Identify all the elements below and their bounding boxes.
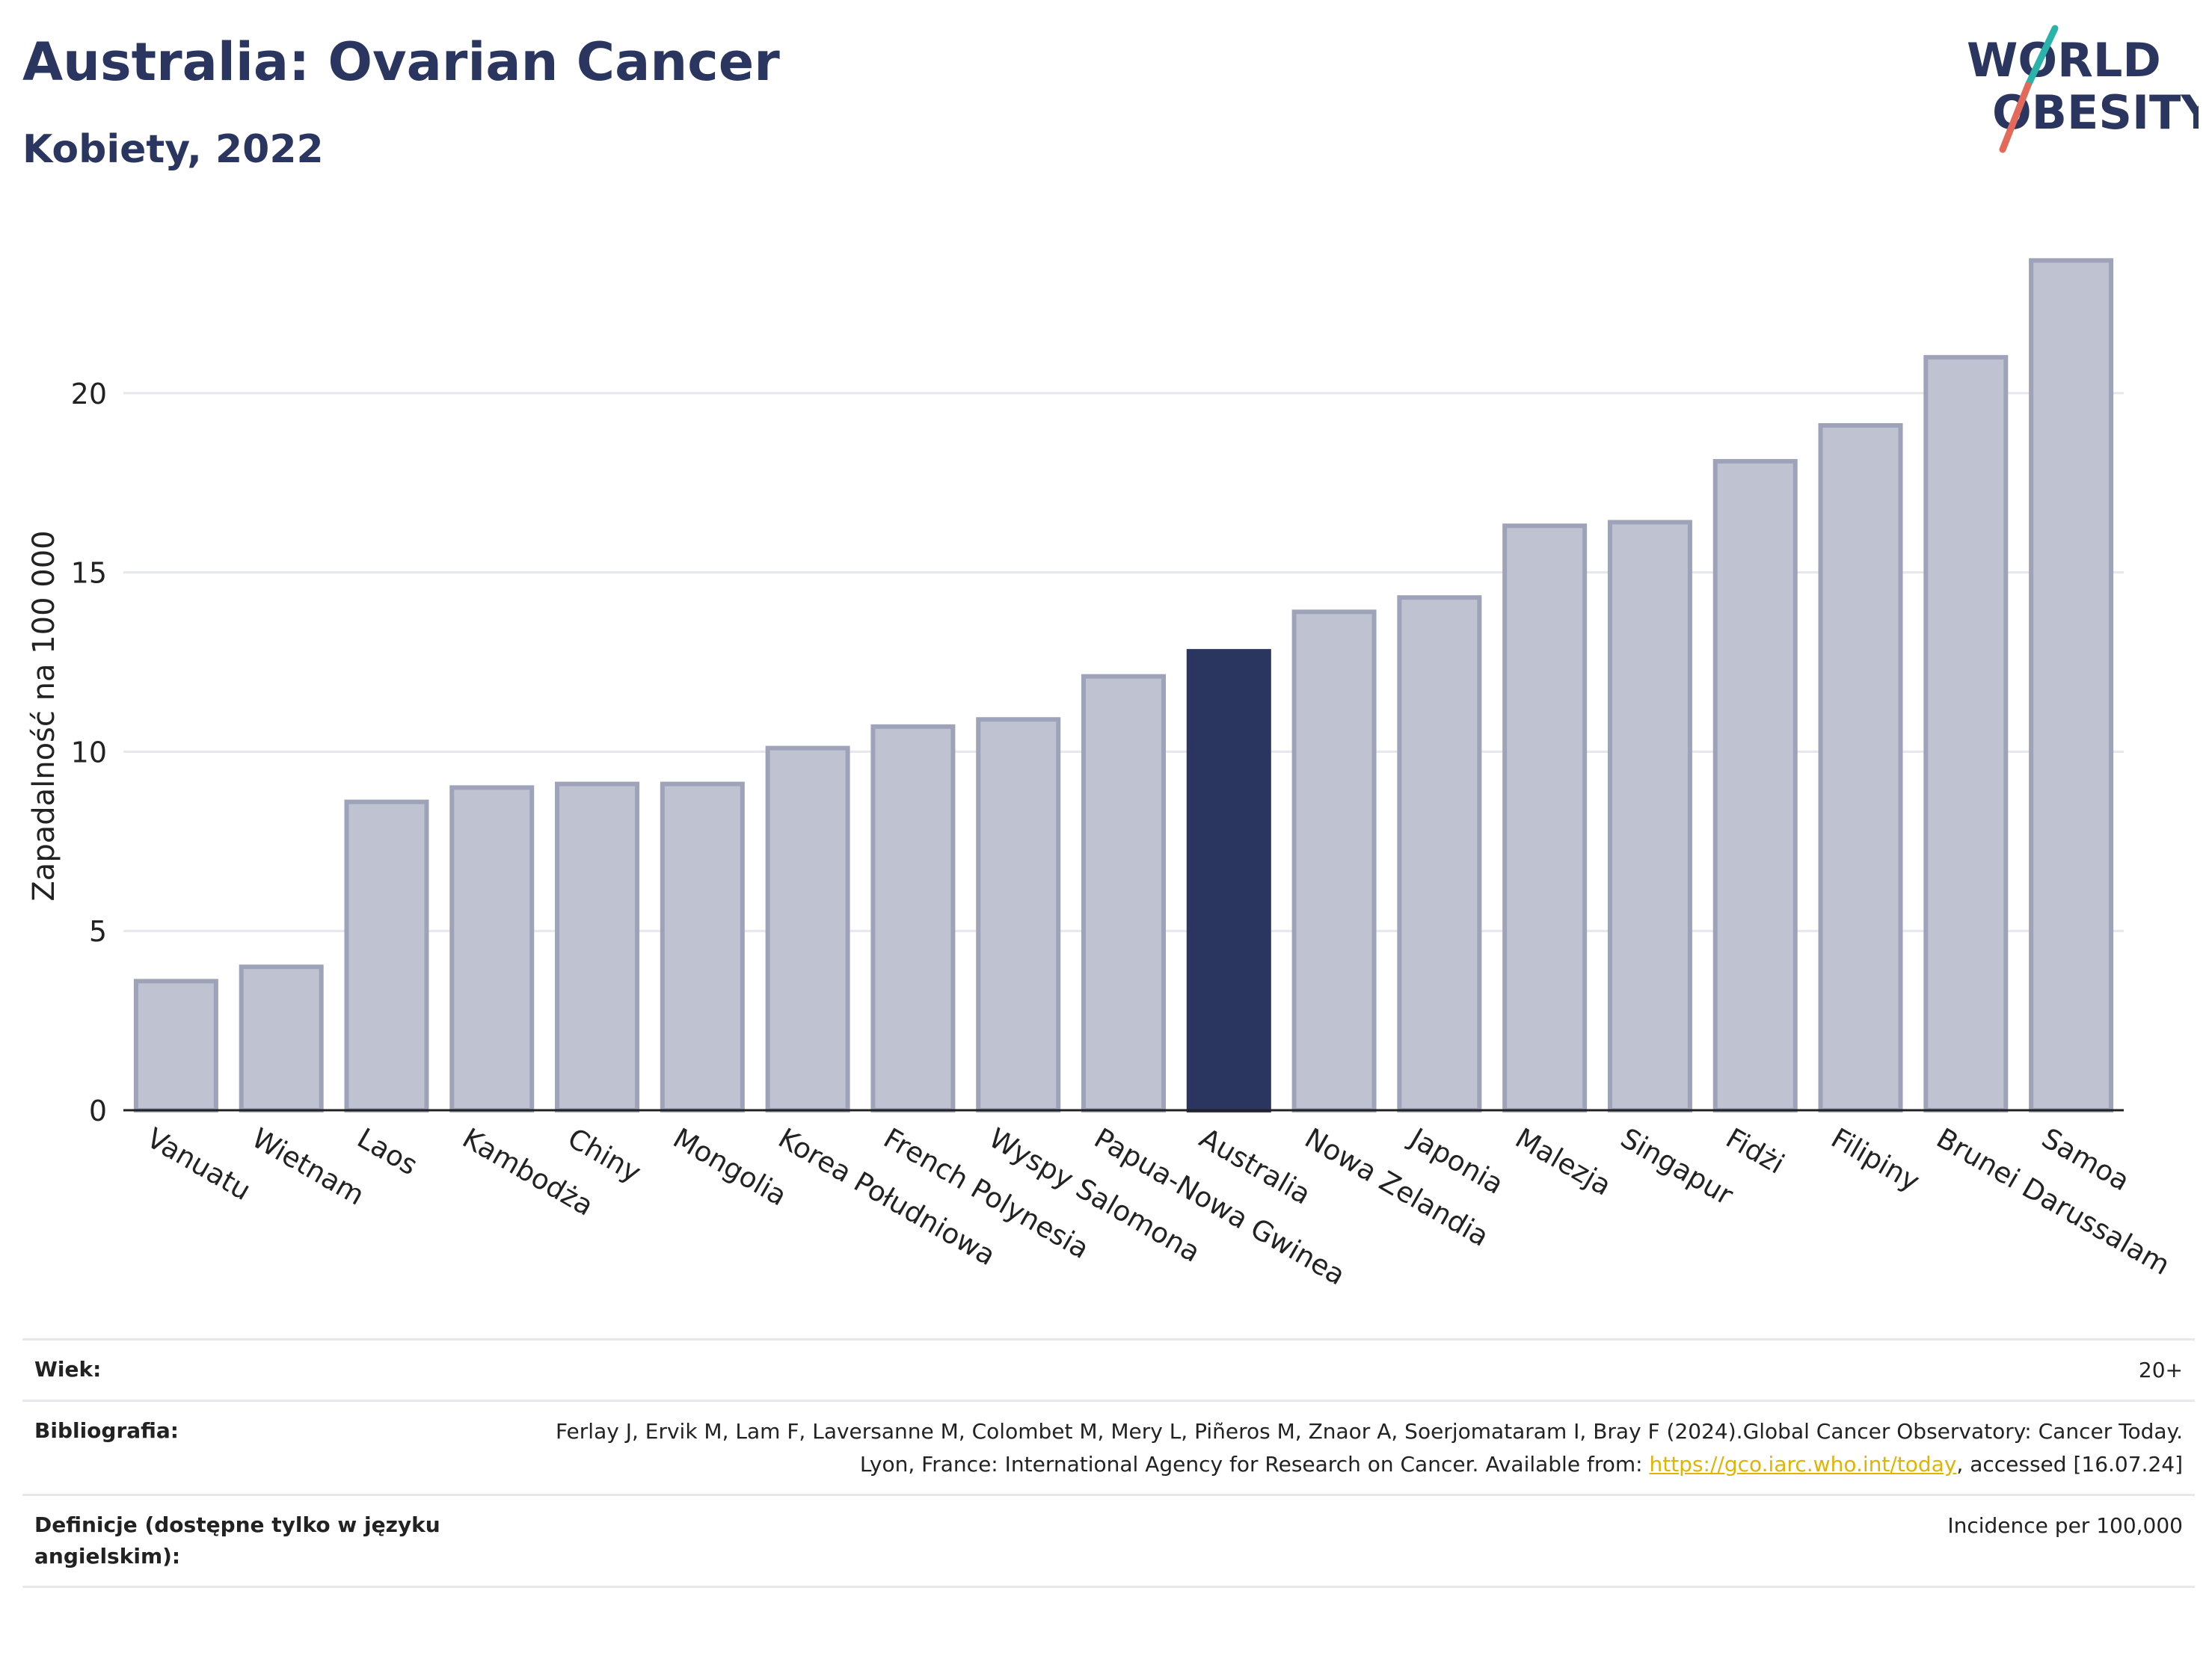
y-tick-label-2: 10 xyxy=(71,736,107,769)
bar-1 xyxy=(239,964,324,1112)
bar-3 xyxy=(449,785,535,1113)
bar-16 xyxy=(1818,422,1903,1112)
bibliography-text: Ferlay J, Ervik M, Lam F, Laversanne M, … xyxy=(538,1415,2183,1480)
x-tick-label-14: Singapur xyxy=(1615,1122,1739,1212)
bibliography-text-part1: Ferlay J, Ervik M, Lam F, Laversanne M, … xyxy=(555,1419,2183,1477)
bibliography-text-part2: , accessed [16.07.24] xyxy=(1956,1451,2183,1477)
x-tick-label-15: Fidżi xyxy=(1721,1122,1790,1181)
definitions-label: Definicje (dostępne tylko w języku angie… xyxy=(34,1512,440,1569)
bar-13 xyxy=(1502,523,1588,1112)
y-tick-label-3: 15 xyxy=(71,557,107,590)
x-tick-label-5: Mongolia xyxy=(668,1122,792,1213)
y-tick-label-4: 20 xyxy=(71,378,107,410)
x-tick-label-13: Malezja xyxy=(1510,1122,1617,1202)
x-tick-label-4: Chiny xyxy=(562,1122,646,1189)
bar-6 xyxy=(765,745,850,1112)
bar-5 xyxy=(660,781,745,1112)
bar-8 xyxy=(976,717,1061,1112)
bar-15 xyxy=(1712,458,1798,1112)
age-value: 20+ xyxy=(2138,1358,2183,1382)
bar-9 xyxy=(1081,674,1166,1112)
x-tick-label-16: Filipiny xyxy=(1826,1122,1926,1198)
footer-row-bibliography: Bibliografia: Ferlay J, Ervik M, Lam F, … xyxy=(22,1400,2195,1494)
bar-2 xyxy=(344,799,429,1112)
bibliography-label: Bibliografia: xyxy=(34,1418,179,1444)
logo-stroke-coral xyxy=(1999,81,2032,153)
bar-14 xyxy=(1607,520,1692,1113)
bar-11 xyxy=(1291,609,1377,1112)
definitions-value: Incidence per 100,000 xyxy=(1947,1513,2183,1539)
x-tick-label-11: Nowa Zelandia xyxy=(1300,1122,1494,1253)
bars xyxy=(133,258,2114,1113)
bibliography-link[interactable]: https://gco.iarc.who.int/today xyxy=(1649,1451,1957,1477)
logo-text-line1: WORLD xyxy=(1967,33,2161,87)
x-tick-label-2: Laos xyxy=(351,1122,423,1182)
chart-footer: Wiek: 20+ Bibliografia: Ferlay J, Ervik … xyxy=(22,1338,2195,1589)
bar-18 xyxy=(2029,258,2114,1113)
bar-0 xyxy=(133,979,218,1112)
bar-17 xyxy=(1923,354,2009,1113)
page-title: Australia: Ovarian Cancer xyxy=(22,31,780,93)
world-obesity-logo: WORLD OBESITY xyxy=(1967,25,2199,153)
bar-4 xyxy=(555,781,640,1112)
x-tick-label-1: Wietnam xyxy=(247,1122,370,1212)
footer-row-age: Wiek: 20+ xyxy=(22,1338,2195,1400)
y-tick-labels: 0 5 10 15 20 xyxy=(71,378,107,1127)
y-tick-label-1: 5 xyxy=(89,915,107,948)
age-label: Wiek: xyxy=(34,1357,102,1382)
bar-10 xyxy=(1186,649,1271,1112)
bar-12 xyxy=(1397,595,1482,1112)
page-subtitle: Kobiety, 2022 xyxy=(22,127,324,172)
bar-7 xyxy=(870,724,956,1112)
x-tick-label-0: Vanuatu xyxy=(141,1122,256,1207)
footer-row-definitions: Definicje (dostępne tylko w języku angie… xyxy=(22,1494,2195,1589)
y-axis-label: Zapadalność na 100 000 xyxy=(27,530,61,901)
y-tick-label-0: 0 xyxy=(89,1095,107,1127)
logo-stroke-teal xyxy=(2024,25,2059,89)
